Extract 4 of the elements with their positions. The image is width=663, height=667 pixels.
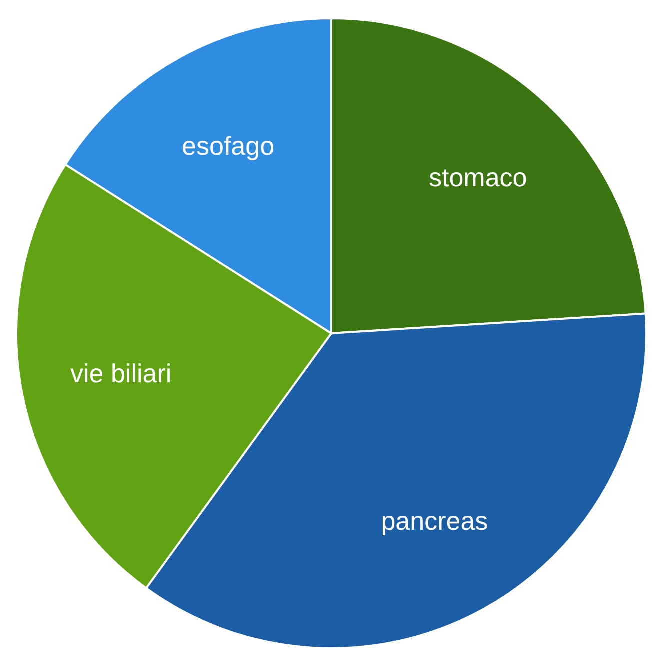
slice-label: esofago <box>182 130 275 161</box>
slice-label: pancreas <box>381 506 488 536</box>
slice-label: stomaco <box>428 162 528 192</box>
slice-label: vie biliari <box>70 358 172 389</box>
